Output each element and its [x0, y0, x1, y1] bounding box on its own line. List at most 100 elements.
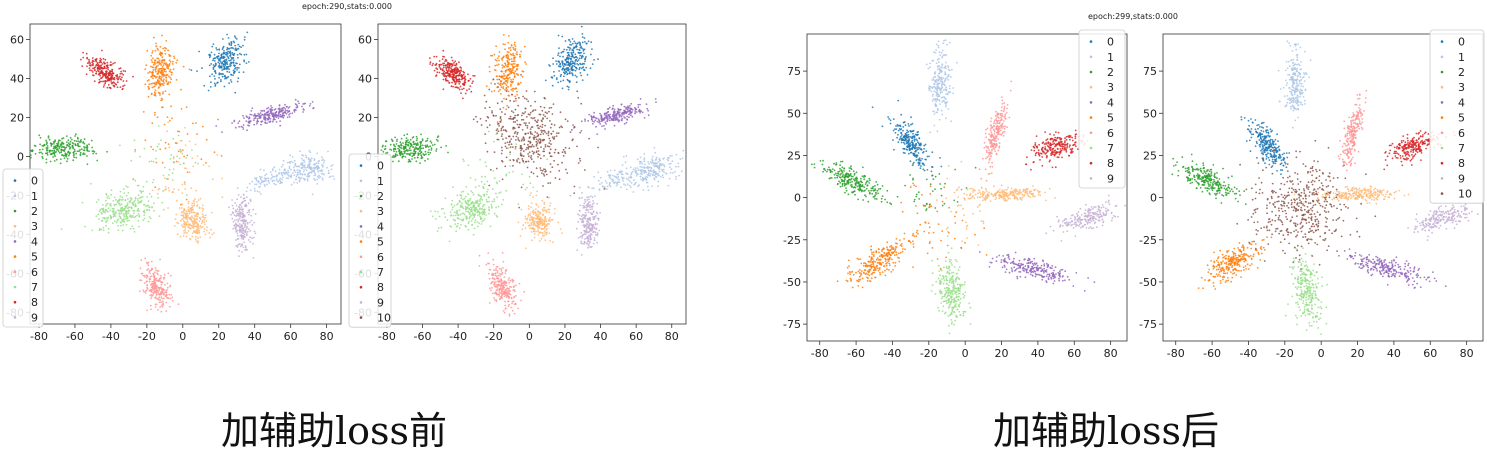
data-point-class-4 — [240, 125, 243, 128]
data-point-class-6 — [157, 297, 160, 300]
data-point-class-2 — [429, 151, 432, 154]
data-point-class-1 — [598, 189, 601, 192]
data-point-class-5 — [502, 65, 505, 68]
data-point-class-9 — [247, 202, 250, 205]
data-point-class-4 — [626, 119, 629, 121]
data-point-class-1 — [647, 174, 650, 177]
data-point-class-7 — [134, 179, 137, 182]
data-point-class-4 — [623, 122, 626, 125]
data-point-class-1 — [606, 170, 609, 173]
data-point-class-2 — [55, 158, 58, 161]
data-point-class-8 — [444, 58, 447, 61]
data-point-class-1 — [264, 185, 266, 188]
data-point-class-7 — [119, 204, 122, 207]
data-point-class-9 — [589, 233, 592, 235]
data-point-class-7 — [138, 225, 141, 228]
data-point-class-7 — [102, 204, 104, 206]
data-point-class-3 — [542, 210, 544, 212]
data-point-class-5 — [159, 45, 162, 48]
data-point-class-mix — [152, 148, 155, 151]
data-point-class-1 — [313, 158, 316, 160]
data-point-class-8 — [449, 76, 451, 78]
data-point-class-5 — [502, 34, 505, 36]
data-point-class-3 — [205, 220, 208, 222]
data-point-class-1 — [290, 160, 292, 163]
data-point-class-0 — [573, 40, 576, 43]
data-point-class-4 — [278, 107, 281, 110]
data-point-class-7 — [97, 198, 100, 201]
data-point-class-7 — [133, 216, 136, 219]
data-point-class-7 — [125, 213, 128, 216]
data-point-class-4 — [248, 116, 251, 119]
data-point-class-3 — [532, 222, 535, 225]
data-point-class-4 — [265, 117, 267, 120]
data-point-class-6 — [149, 294, 152, 296]
data-point-class-7 — [517, 203, 520, 206]
data-point-class-7 — [440, 226, 443, 229]
data-point-class-8 — [116, 74, 119, 76]
data-point-class-7 — [121, 229, 124, 232]
data-point-class-2 — [59, 162, 62, 165]
data-point-class-6 — [153, 282, 155, 285]
data-point-class-7 — [127, 191, 130, 194]
data-point-class-mix — [195, 122, 197, 124]
data-point-class-3 — [194, 218, 197, 221]
data-point-class-9 — [584, 217, 586, 220]
data-point-class-4 — [592, 122, 594, 125]
x-tick-label: -40 — [102, 330, 120, 343]
data-point-class-9 — [584, 211, 587, 214]
data-point-class-1 — [626, 173, 629, 176]
x-tick-label: 40 — [248, 330, 262, 343]
data-point-class-6 — [152, 280, 155, 283]
data-point-class-1 — [296, 182, 299, 184]
data-point-class-1 — [310, 171, 313, 174]
data-point-class-0 — [571, 60, 574, 63]
data-point-class-4 — [278, 115, 281, 118]
data-point-class-2 — [397, 145, 400, 147]
data-point-class-2 — [424, 159, 426, 162]
data-point-class-1 — [617, 175, 620, 178]
data-point-class-7 — [449, 211, 452, 213]
data-point-class-0 — [557, 81, 560, 84]
data-point-class-3 — [206, 226, 209, 229]
data-point-class-0 — [575, 81, 578, 84]
data-point-class-1 — [260, 193, 262, 195]
data-point-class-8 — [92, 60, 95, 63]
data-point-class-5 — [517, 63, 519, 66]
data-point-class-9 — [586, 222, 588, 225]
data-point-class-8 — [433, 69, 436, 72]
data-point-class-1 — [613, 169, 616, 172]
data-point-class-5 — [173, 57, 176, 60]
data-point-class-2 — [416, 156, 419, 159]
axes-frame — [29, 23, 342, 325]
data-point-class-8 — [453, 73, 456, 75]
data-point-class-7 — [434, 218, 437, 220]
data-point-class-1 — [277, 180, 280, 183]
data-point-class-2 — [394, 147, 397, 150]
data-point-class-0 — [233, 52, 236, 55]
data-point-class-6 — [156, 270, 159, 272]
data-point-class-0 — [560, 51, 563, 54]
data-point-class-1 — [268, 182, 270, 184]
data-point-class-mix — [181, 226, 184, 228]
data-point-class-8 — [91, 71, 94, 73]
data-point-class-1 — [306, 175, 308, 178]
data-point-class-8 — [454, 60, 457, 63]
data-point-class-1 — [642, 179, 645, 182]
data-point-class-3 — [204, 233, 207, 236]
data-point-class-9 — [236, 212, 239, 215]
data-point-class-6 — [166, 286, 169, 289]
data-point-class-1 — [654, 164, 656, 167]
data-point-class-6 — [143, 274, 146, 277]
data-point-class-0 — [582, 55, 584, 58]
data-point-class-4 — [304, 102, 306, 105]
data-point-class-5 — [494, 58, 497, 61]
data-point-class-0 — [568, 55, 571, 57]
data-point-class-1 — [280, 171, 283, 174]
data-point-class-1 — [617, 178, 619, 180]
data-point-class-3 — [535, 217, 538, 220]
data-point-class-3 — [213, 232, 215, 234]
data-point-class-3 — [524, 188, 527, 191]
data-point-class-7 — [105, 220, 108, 223]
data-point-class-0 — [585, 56, 587, 58]
